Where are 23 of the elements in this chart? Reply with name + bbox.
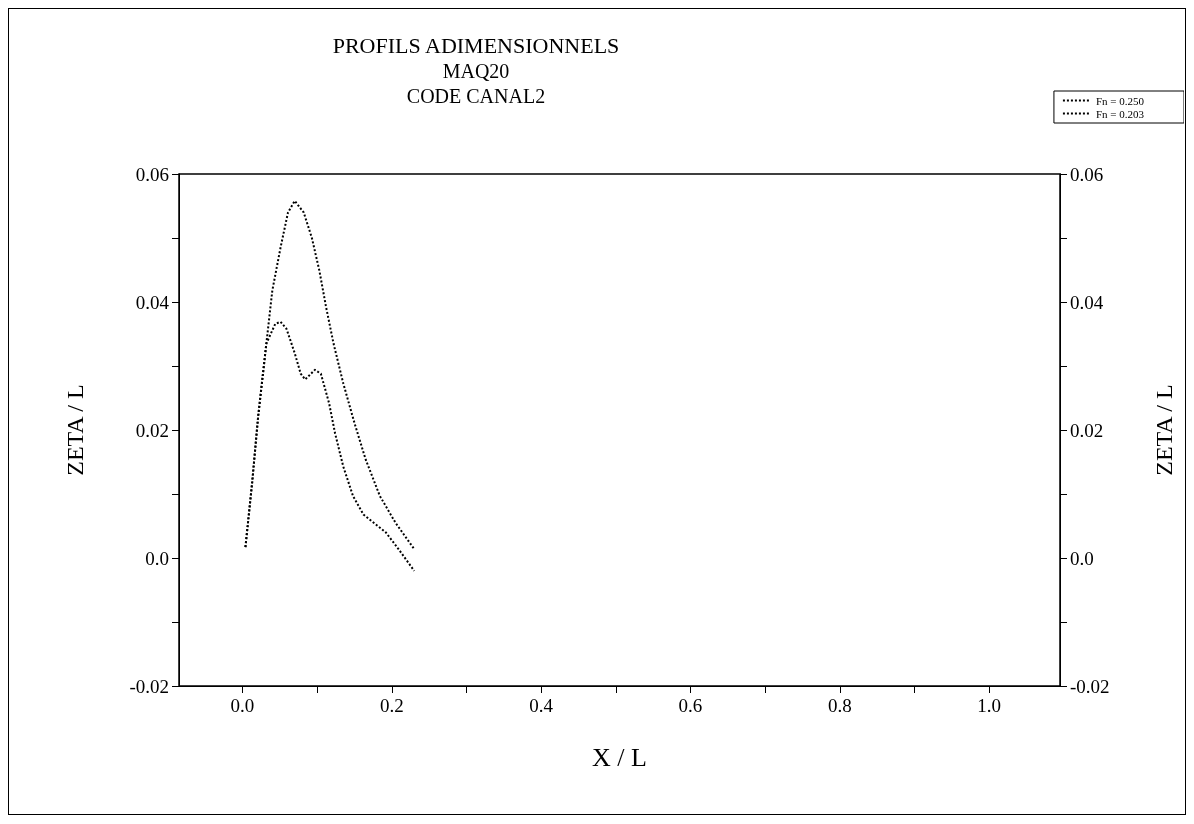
y2-axis-title: ZETA / L xyxy=(1151,384,1177,476)
y-axis-title: ZETA / L xyxy=(62,384,88,476)
y2-tick-label: -0.02 xyxy=(1070,675,1110,697)
y2-tick-label: 0.02 xyxy=(1070,419,1104,441)
x-tick-label: 0.8 xyxy=(827,695,852,716)
legend-label: Fn = 0.250 xyxy=(1095,94,1145,107)
x-tick-label: 0.0 xyxy=(230,695,255,716)
x-tick-label: 1.0 xyxy=(977,695,1001,716)
y-tick-label: 0.0 xyxy=(145,547,169,569)
x-tick-label: 0.4 xyxy=(529,695,554,716)
y-tick-label: -0.02 xyxy=(129,675,169,697)
x-axis-title: X / L xyxy=(592,742,647,772)
chart-title: PROFILS ADIMENSIONNELS xyxy=(332,32,620,58)
y-tick-label: 0.06 xyxy=(135,163,169,185)
y-tick-label: 0.04 xyxy=(135,291,170,313)
y2-tick-label: 0.0 xyxy=(1070,547,1094,569)
y2-tick-label: 0.06 xyxy=(1070,163,1104,185)
x-tick-label: 0.6 xyxy=(678,695,703,716)
legend-label: Fn = 0.203 xyxy=(1095,107,1145,120)
y-tick-label: 0.02 xyxy=(135,419,169,441)
y2-tick-label: 0.04 xyxy=(1070,291,1104,313)
chart-subtitle: MAQ20 CODE CANAL2 xyxy=(406,59,546,107)
x-tick-label: 0.2 xyxy=(379,695,404,716)
